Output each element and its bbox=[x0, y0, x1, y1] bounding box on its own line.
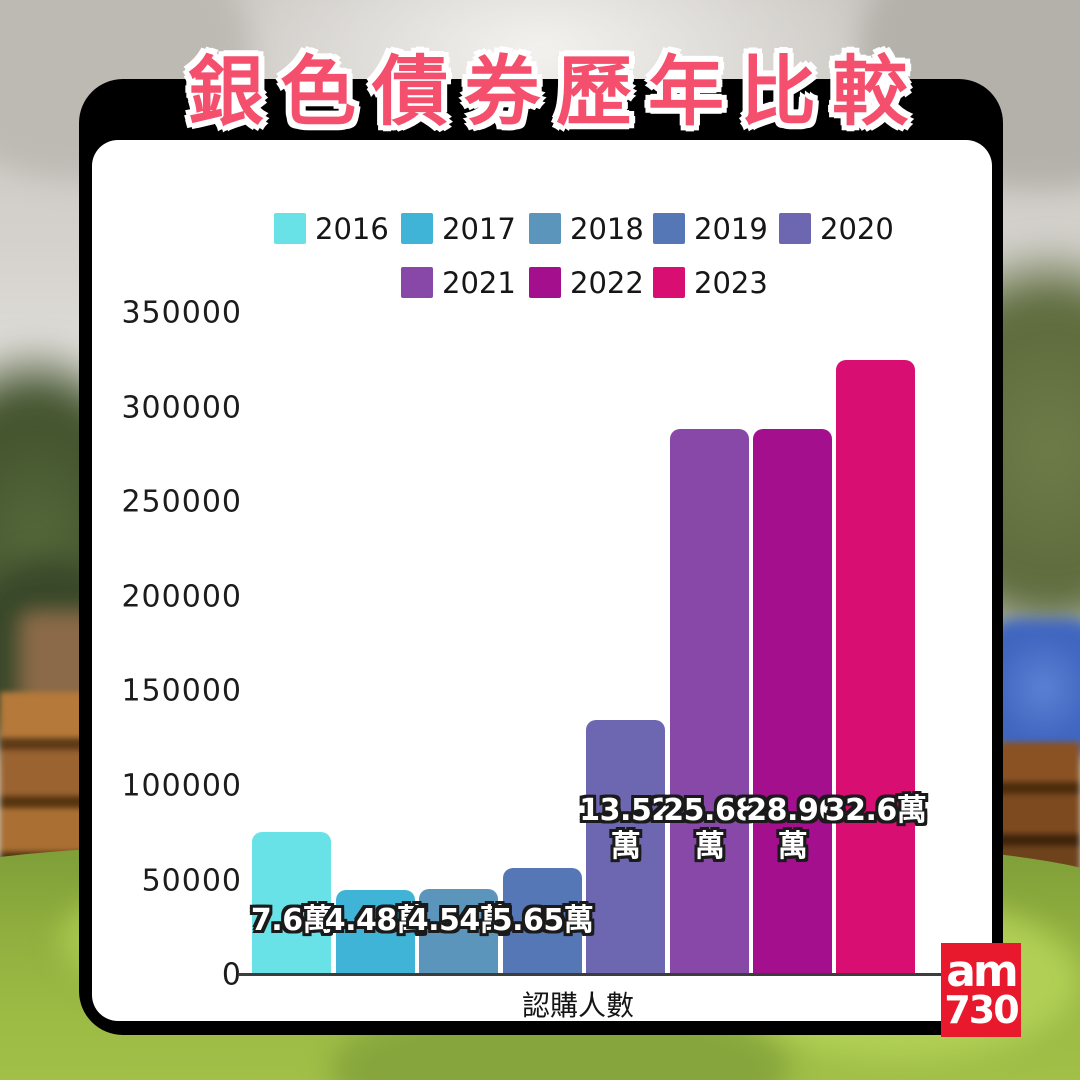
legend-year-label: 2019 bbox=[694, 211, 768, 246]
legend-year-label: 2018 bbox=[570, 211, 644, 246]
legend-swatch-2022 bbox=[529, 267, 561, 298]
legend-swatch-2019 bbox=[653, 213, 685, 244]
y-tick-300000: 300000 bbox=[121, 390, 242, 426]
y-tick-350000: 350000 bbox=[121, 295, 242, 331]
bar-value-label-2017: 4.48萬 bbox=[324, 903, 427, 938]
legend-year-label: 2020 bbox=[820, 211, 894, 246]
bar-2022 bbox=[753, 429, 832, 975]
y-tick-200000: 200000 bbox=[121, 579, 242, 615]
legend-item-2017: 2017 bbox=[401, 211, 516, 246]
bar-2016 bbox=[252, 832, 331, 975]
legend-item-2020: 2020 bbox=[779, 211, 894, 246]
legend-item-2021: 2021 bbox=[401, 265, 516, 300]
bar-2021 bbox=[670, 429, 749, 975]
bar-2019 bbox=[503, 868, 582, 975]
bar-value-label-2022: 28.96 萬 bbox=[746, 793, 839, 864]
legend-year-label: 2023 bbox=[694, 265, 768, 300]
y-tick-100000: 100000 bbox=[121, 768, 242, 804]
bar-value-label-2018: 4.54萬 bbox=[407, 903, 510, 938]
legend-year-label: 2017 bbox=[442, 211, 516, 246]
bar-2020 bbox=[586, 720, 665, 975]
bar-value-label-2016: 7.6萬 bbox=[250, 903, 333, 938]
x-axis-title: 認購人數 bbox=[521, 989, 634, 1022]
legend-swatch-2021 bbox=[401, 267, 433, 298]
bar-value-label-2023: 32.6萬 bbox=[824, 793, 927, 828]
bar-2017 bbox=[336, 890, 415, 975]
bar-2023 bbox=[836, 360, 915, 975]
legend-item-2019: 2019 bbox=[653, 211, 768, 246]
bar-2018 bbox=[419, 889, 498, 975]
legend-item-2018: 2018 bbox=[529, 211, 644, 246]
legend-year-label: 2016 bbox=[315, 211, 389, 246]
legend-item-2022: 2022 bbox=[529, 265, 644, 300]
am730-logo-730: 730 bbox=[944, 987, 1019, 1032]
legend-swatch-2020 bbox=[779, 213, 811, 244]
bar-value-label-2020: 13.52 萬 bbox=[579, 793, 672, 864]
y-tick-0: 0 bbox=[221, 957, 242, 993]
y-tick-150000: 150000 bbox=[121, 673, 242, 709]
page-title: 銀色債券歷年比較 bbox=[188, 47, 924, 136]
legend-item-2023: 2023 bbox=[653, 265, 768, 300]
y-tick-50000: 50000 bbox=[141, 863, 242, 899]
x-axis-line bbox=[238, 973, 955, 976]
am730-logo: am 730 bbox=[941, 943, 1021, 1037]
y-tick-250000: 250000 bbox=[121, 484, 242, 520]
bar-value-label-2019: 5.65萬 bbox=[491, 903, 594, 938]
legend-swatch-2023 bbox=[653, 267, 685, 298]
legend-swatch-2017 bbox=[401, 213, 433, 244]
bar-value-label-2021: 25.68 萬 bbox=[663, 793, 756, 864]
legend-year-label: 2021 bbox=[442, 265, 516, 300]
legend-swatch-2018 bbox=[529, 213, 561, 244]
legend-item-2016: 2016 bbox=[274, 211, 389, 246]
am730-logo-am: am bbox=[946, 946, 1019, 998]
legend-year-label: 2022 bbox=[570, 265, 644, 300]
legend-swatch-2016 bbox=[274, 213, 306, 244]
